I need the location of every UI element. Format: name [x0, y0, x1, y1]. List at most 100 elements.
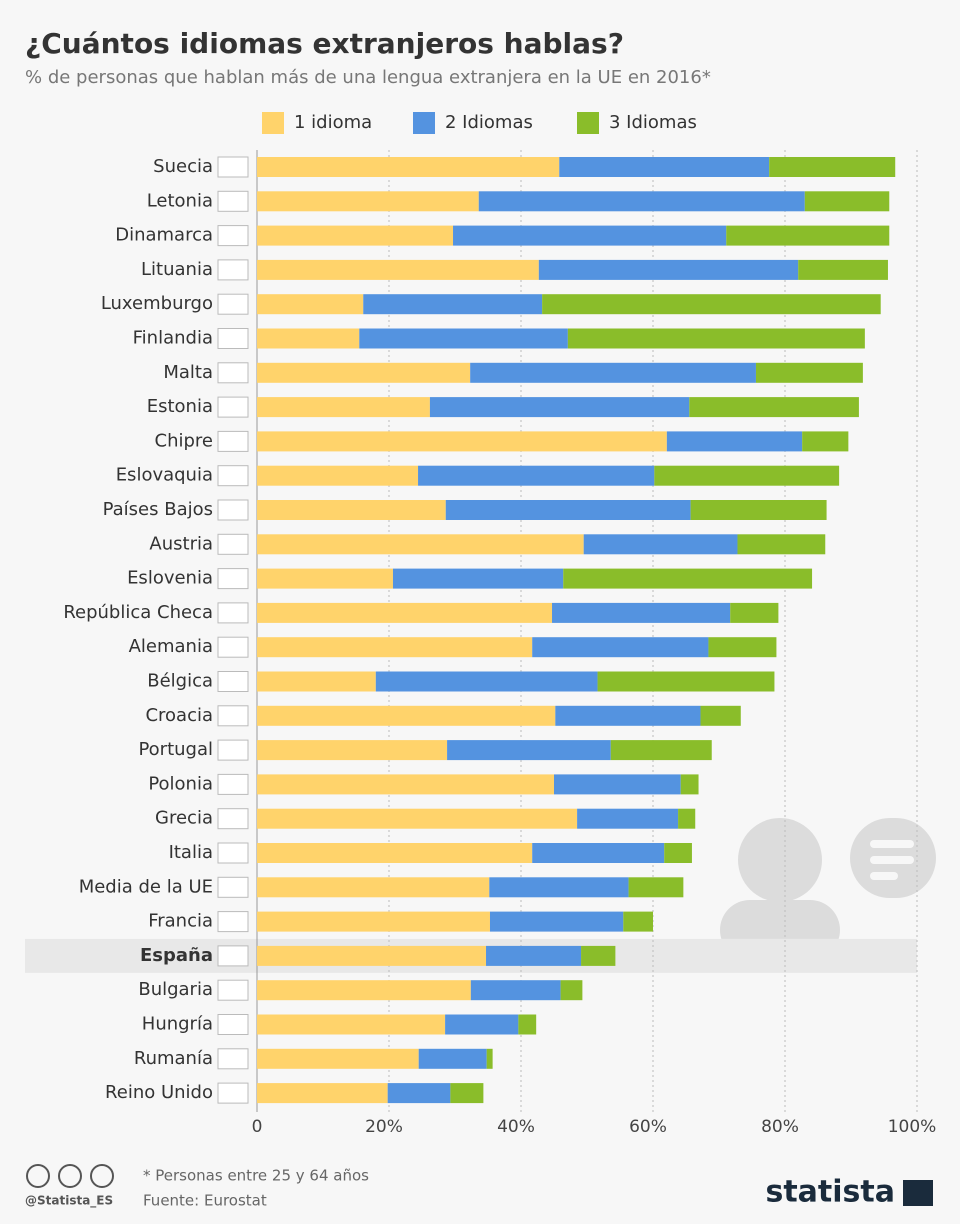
flag — [217, 533, 249, 555]
chart-title: ¿Cuántos idiomas extranjeros hablas? — [25, 27, 624, 60]
bar-segment — [363, 294, 543, 315]
category-label: Dinamarca — [115, 225, 213, 246]
category-label: Letonia — [147, 190, 213, 211]
category-label: España — [140, 945, 213, 966]
bar-segment — [257, 328, 360, 349]
bar-segment — [538, 259, 799, 280]
bar-segment — [654, 465, 840, 486]
category-label: Italia — [169, 842, 213, 863]
flag — [217, 671, 249, 692]
flag — [217, 636, 249, 658]
bar-segment — [730, 602, 779, 623]
source: Fuente: Eurostat — [143, 1192, 267, 1210]
category-label: Países Bajos — [103, 499, 213, 520]
legend-label: 1 idioma — [294, 112, 372, 133]
footer-icons — [26, 1164, 114, 1188]
bar-segment — [577, 808, 679, 829]
bar-segment — [257, 877, 490, 898]
category-label: Francia — [148, 911, 213, 932]
bar-segment — [700, 705, 741, 726]
bar-segment — [257, 500, 446, 520]
legend-swatch — [413, 112, 435, 134]
bar-segment — [489, 911, 624, 932]
category-label: Grecia — [155, 808, 213, 829]
flag — [217, 465, 249, 487]
bar-segment — [610, 740, 712, 761]
bar-segment — [798, 259, 888, 280]
category-label: Alemania — [129, 636, 213, 657]
flag — [217, 842, 249, 864]
flag — [217, 773, 249, 795]
bar-segment — [257, 911, 490, 932]
category-label: República Checa — [63, 602, 213, 623]
bar-segment — [375, 671, 598, 692]
flag — [217, 705, 249, 727]
bar-segment — [478, 191, 805, 212]
category-label: Eslovaquia — [116, 465, 213, 486]
bar-segment — [257, 225, 454, 246]
bar-segment — [559, 157, 770, 177]
category-label: Malta — [163, 362, 213, 383]
legend-label: 2 Idiomas — [445, 112, 533, 133]
bar-segment — [257, 397, 430, 418]
category-label: Chipre — [155, 430, 213, 451]
flag — [217, 568, 249, 590]
bar-segment — [257, 568, 393, 589]
flag — [217, 499, 249, 521]
bar-segment — [257, 534, 584, 555]
flag — [217, 1048, 249, 1070]
bar-segment — [518, 1014, 537, 1035]
bar-segment — [555, 705, 701, 726]
bar-segment — [257, 637, 533, 658]
bar-segment — [769, 157, 896, 177]
category-label: Luxemburgo — [101, 293, 213, 314]
flag — [217, 945, 249, 967]
category-label: Polonia — [148, 773, 213, 794]
bar-segment — [257, 808, 578, 829]
bar-segment — [257, 740, 448, 761]
bar-segment — [689, 397, 859, 418]
bar-segment — [542, 294, 881, 315]
flag — [217, 911, 249, 933]
x-tick-label: 20% — [365, 1117, 403, 1137]
bar-segment — [257, 705, 556, 726]
bar-segment — [445, 500, 691, 520]
bar-segment — [257, 431, 667, 452]
bar-segment — [690, 500, 827, 520]
bar-segment — [257, 1048, 419, 1069]
legend-swatch — [577, 112, 599, 134]
bar-segment — [359, 328, 568, 349]
category-label: Portugal — [138, 739, 213, 760]
category-label: Finlandia — [133, 328, 213, 349]
bar-segment — [257, 671, 376, 692]
bar-segment — [664, 843, 692, 863]
bar-segment — [804, 191, 890, 212]
bar-segment — [737, 534, 826, 555]
credit: @Statista_ES — [25, 1194, 113, 1209]
note: * Personas entre 25 y 64 años — [143, 1167, 369, 1185]
x-tick-label: 0 — [252, 1117, 263, 1137]
bar-segment — [447, 740, 611, 761]
category-label: Estonia — [147, 396, 213, 417]
bar-segment — [257, 980, 471, 1001]
bar-segment — [666, 431, 803, 452]
bar-segment — [628, 877, 684, 898]
bar-segment — [563, 568, 813, 589]
flag — [217, 876, 249, 898]
category-label: Croacia — [145, 705, 213, 726]
flag — [217, 602, 249, 624]
bar-segment — [489, 877, 629, 898]
brand: statista — [765, 1175, 895, 1210]
bar-segment — [257, 259, 539, 280]
bar-segment — [755, 362, 863, 383]
legend-label: 3 Idiomas — [609, 112, 697, 133]
bar-segment — [418, 1048, 487, 1069]
bar-segment — [257, 1014, 446, 1035]
flag — [217, 430, 249, 452]
bar-segment — [532, 843, 665, 863]
bar-segment — [567, 328, 865, 349]
bar-segment — [680, 774, 699, 795]
category-label: Bulgaria — [138, 979, 213, 1000]
bar-segment — [623, 911, 653, 932]
